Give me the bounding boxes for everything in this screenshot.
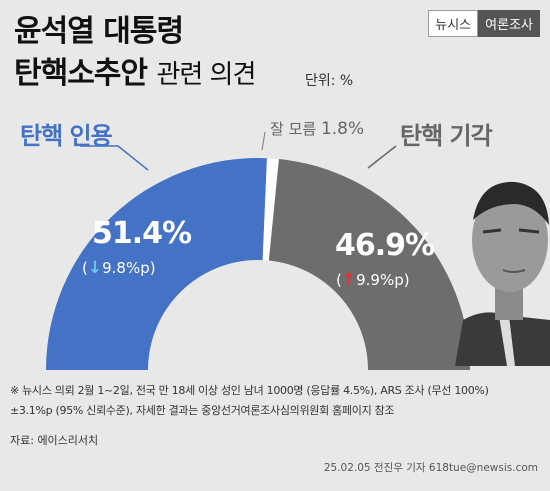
leader-line-reject [367, 145, 397, 169]
reject-change: (↑9.9%p) [336, 270, 410, 290]
arc-approve [46, 158, 267, 370]
title-light: 관련 의견 [156, 60, 256, 90]
down-arrow-icon: ↓ [87, 258, 103, 278]
approve-percent: 51.4% [92, 216, 192, 251]
approve-change: (↓9.8%p) [82, 258, 156, 278]
source-label: 자료: 에이스리서치 [10, 434, 99, 447]
approve-change-open: ( [82, 259, 88, 277]
arc-unknown [262, 158, 279, 261]
reject-change-open: ( [336, 271, 342, 289]
reject-percent: 46.9% [335, 228, 435, 263]
credit-label: 25.02.05 전진우 기자 618tue@newsis.com [323, 462, 538, 474]
reject-change-value: 9.9%p [356, 271, 404, 289]
leader-line-unknown [261, 131, 266, 151]
footnote-line-1: ※ 뉴시스 의뢰 2월 1~2일, 전국 만 18세 이상 성인 남녀 1000… [10, 384, 489, 397]
approve-change-close: ) [149, 259, 156, 277]
footnote: ※ 뉴시스 의뢰 2월 1~2일, 전국 만 18세 이상 성인 남녀 1000… [10, 381, 489, 421]
arc-reject [268, 159, 470, 370]
approve-change-value: 9.8%p [102, 259, 150, 277]
label-approve: 탄핵 인용 [20, 122, 113, 150]
unknown-text: 잘 모름 [270, 120, 317, 138]
title-line-1: 윤석열 대통령 [14, 14, 184, 49]
label-unknown: 잘 모름 1.8% [270, 118, 364, 139]
brand-newsis: 뉴시스 [428, 10, 479, 37]
title-bold: 탄핵소추안 [14, 56, 148, 91]
leader-line-approve [80, 145, 149, 171]
footnote-line-2: ±3.1%p (95% 신뢰수준), 자세한 결과는 중앙선거여론조사심의위원회… [10, 404, 395, 417]
unknown-value: 1.8% [320, 119, 365, 139]
brand-poll: 여론조사 [478, 10, 540, 37]
up-arrow-icon: ↑ [341, 270, 357, 290]
president-portrait [455, 181, 550, 366]
half-donut-chart [46, 131, 470, 370]
unit-label: 단위: % [305, 73, 354, 89]
title-line-2: 탄핵소추안 관련 의견 [14, 48, 256, 92]
label-reject: 탄핵 기각 [400, 122, 493, 150]
reject-change-close: ) [403, 271, 410, 289]
brand-badge: 뉴시스 여론조사 [428, 10, 540, 37]
